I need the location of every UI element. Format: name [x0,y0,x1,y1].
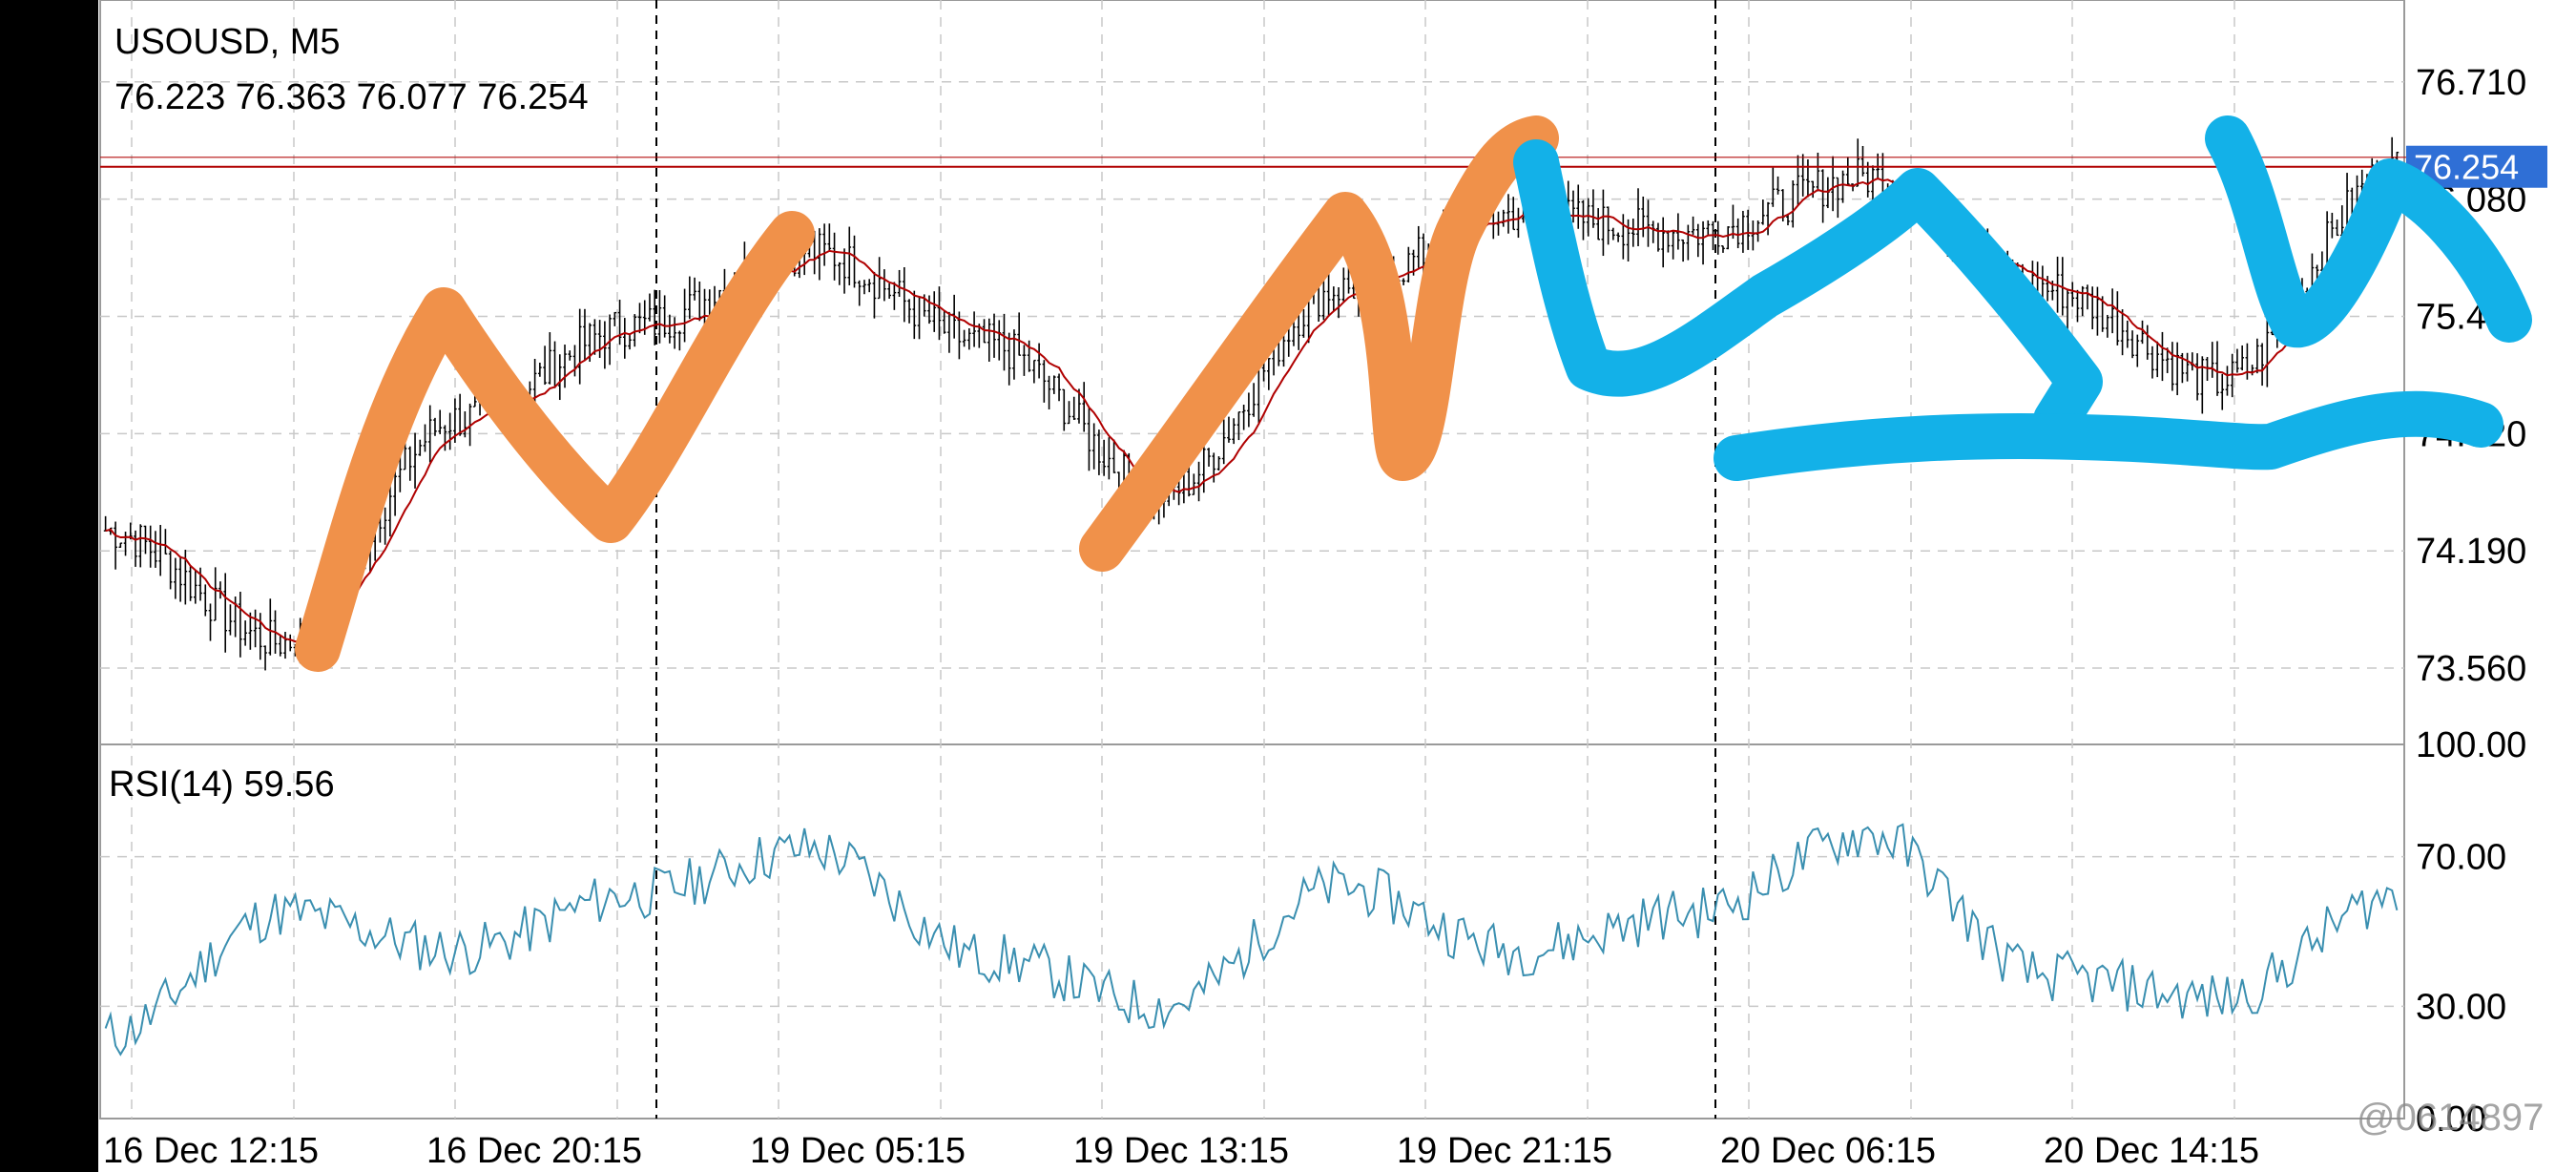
price-tick-label: 74.190 [2416,532,2526,572]
time-tick-label: 20 Dec 06:15 [1720,1131,1936,1171]
ohlc-readout: 76.223 76.363 76.077 76.254 [114,77,589,117]
day-separators [655,0,1716,1119]
rsi-label: RSI(14) 59.56 [109,764,335,805]
time-tick-label: 19 Dec 21:15 [1397,1131,1612,1171]
time-axis: 16 Dec 12:15 16 Dec 20:15 19 Dec 05:15 19 D… [103,1131,2259,1171]
rsi-panel-frame [99,743,2405,1120]
blue-marker-stroke-baseline [1714,390,2503,481]
grid-lines [100,0,2404,1119]
symbol-title: USOUSD, M5 [114,22,340,62]
left-edge-bar [0,0,98,1172]
rsi-tick-label: 0.00 [2416,1099,2486,1140]
time-tick-label: 16 Dec 20:15 [426,1131,642,1171]
orange-marker-stroke-right [1079,115,1559,572]
rsi-axis: 100.00 70.00 30.00 0.00 [2416,725,2526,1140]
time-tick-label: 19 Dec 05:15 [750,1131,966,1171]
blue-marker-stroke-zigzag [2205,115,2532,348]
price-tick-label: 76.710 [2416,63,2526,103]
price-tick-label: 73.560 [2416,649,2526,689]
time-tick-label: 16 Dec 12:15 [103,1131,319,1171]
blue-marker-stroke-wave [1513,139,2103,443]
time-tick-label: 19 Dec 13:15 [1073,1131,1289,1171]
rsi-line [104,823,2399,1057]
time-tick-label: 20 Dec 14:15 [2044,1131,2259,1171]
rsi-tick-label: 100.00 [2416,725,2526,765]
rsi-tick-label: 30.00 [2416,987,2506,1027]
rsi-tick-label: 70.00 [2416,838,2506,878]
orange-marker-stroke-left [295,211,815,672]
watermark: @0614897 [2357,1097,2544,1139]
